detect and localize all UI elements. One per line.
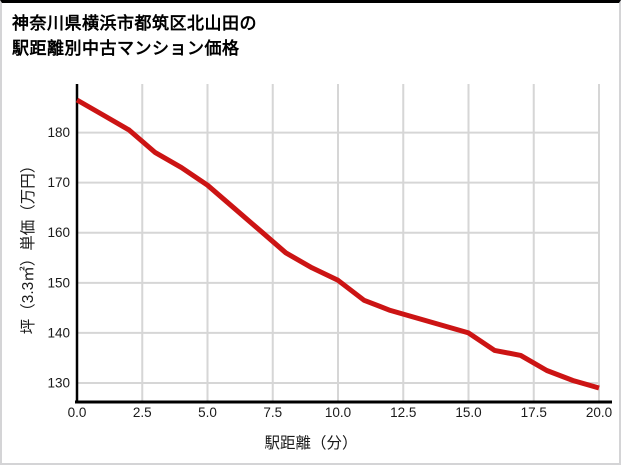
x-tick-label: 15.0 xyxy=(455,405,481,420)
y-tick-label: 170 xyxy=(47,175,70,190)
chart-title: 神奈川県横浜市都筑区北山田の 駅距離別中古マンション価格 xyxy=(12,11,257,61)
x-axis-label: 駅距離（分） xyxy=(264,434,357,452)
x-tick-label: 0.0 xyxy=(68,405,87,420)
x-tick-label: 12.5 xyxy=(390,405,416,420)
y-tick-label: 140 xyxy=(47,325,70,340)
x-tick-label: 10.0 xyxy=(325,405,351,420)
y-tick-label: 180 xyxy=(47,125,70,140)
price-distance-line-chart: 0.0 2.5 5.0 7.5 10.0 12.5 15.0 17.5 20.0 130 140 15… xyxy=(19,84,612,452)
chart-title-line1: 神奈川県横浜市都筑区北山田の xyxy=(12,14,257,33)
x-tick-label: 5.0 xyxy=(198,405,217,420)
x-tick-label: 20.0 xyxy=(586,405,612,420)
price-line xyxy=(75,97,600,391)
x-tick-label: 7.5 xyxy=(263,405,282,420)
chart-title-line2: 駅距離別中古マンション価格 xyxy=(12,39,240,58)
y-tick-label: 160 xyxy=(47,225,70,240)
y-axis-label: 坪（3.3㎡）単価（万円） xyxy=(19,158,37,335)
y-tick-label: 150 xyxy=(47,275,70,290)
y-tick-label: 130 xyxy=(47,375,70,390)
x-tick-label: 2.5 xyxy=(133,405,152,420)
x-tick-label: 17.5 xyxy=(521,405,547,420)
